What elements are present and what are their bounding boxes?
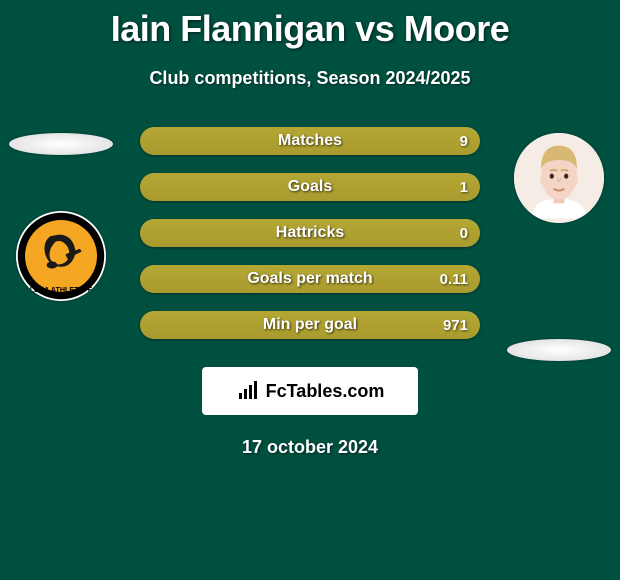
player-face-icon <box>514 133 604 223</box>
stats-area: ALLOA ATHLETIC FC <box>0 127 620 458</box>
stat-label: Goals per match <box>247 270 372 288</box>
date-text: 17 october 2024 <box>0 437 620 458</box>
name-ellipse-right <box>507 339 611 361</box>
bars-chart-icon <box>236 379 260 403</box>
stat-right-value: 971 <box>443 317 468 334</box>
stat-row-min-per-goal: Min per goal 971 <box>140 311 480 339</box>
stat-right-value: 9 <box>460 133 468 150</box>
stat-row-goals: Goals 1 <box>140 173 480 201</box>
name-ellipse-left <box>9 133 113 155</box>
stat-label: Goals <box>288 178 332 196</box>
svg-text:ALLOA ATHLETIC FC: ALLOA ATHLETIC FC <box>25 285 98 294</box>
club-badge-icon: ALLOA ATHLETIC FC <box>16 211 106 301</box>
right-player-avatar <box>514 133 604 223</box>
stat-row-matches: Matches 9 <box>140 127 480 155</box>
page-title: Iain Flannigan vs Moore <box>0 8 620 50</box>
right-player-column <box>504 133 614 361</box>
subtitle: Club competitions, Season 2024/2025 <box>0 68 620 89</box>
stat-right-value: 0.11 <box>440 271 468 288</box>
stat-right-value: 1 <box>460 179 468 196</box>
stat-right-value: 0 <box>460 225 468 242</box>
stat-row-hattricks: Hattricks 0 <box>140 219 480 247</box>
stat-label: Matches <box>278 132 342 150</box>
left-player-column: ALLOA ATHLETIC FC <box>6 133 116 301</box>
comparison-card: Iain Flannigan vs Moore Club competition… <box>0 0 620 458</box>
stat-row-goals-per-match: Goals per match 0.11 <box>140 265 480 293</box>
stat-label: Min per goal <box>263 316 357 334</box>
stat-label: Hattricks <box>276 224 344 242</box>
attribution-box: FcTables.com <box>202 367 418 415</box>
left-club-badge: ALLOA ATHLETIC FC <box>16 211 106 301</box>
attribution-text: FcTables.com <box>266 381 385 402</box>
stat-bars: Matches 9 Goals 1 Hattricks 0 Goals per … <box>140 127 480 339</box>
